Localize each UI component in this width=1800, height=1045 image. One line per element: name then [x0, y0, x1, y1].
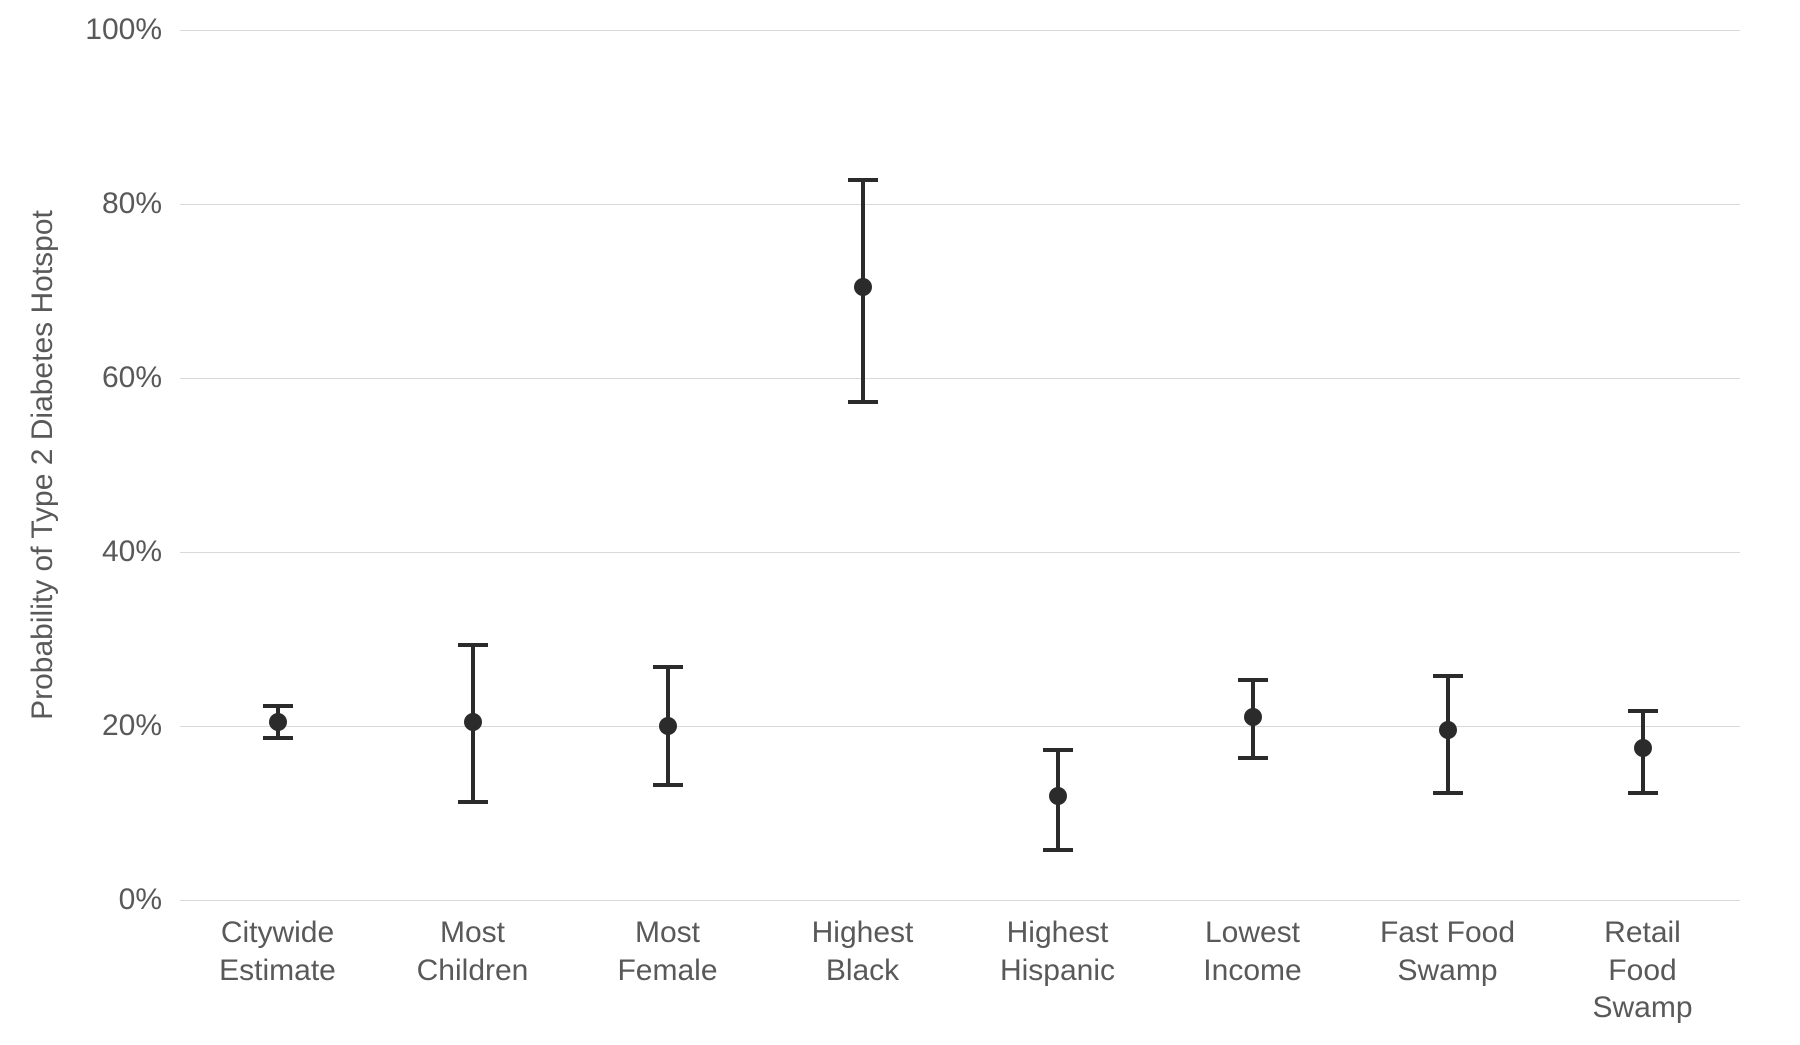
gridline	[180, 726, 1740, 727]
marker	[464, 713, 482, 731]
y-tick-label: 60%	[102, 361, 180, 395]
error-cap-bottom	[1043, 848, 1073, 852]
error-cap-top	[1238, 678, 1268, 682]
error-cap-bottom	[1238, 756, 1268, 760]
gridline	[180, 552, 1740, 553]
marker	[1244, 708, 1262, 726]
y-tick-label: 80%	[102, 187, 180, 221]
marker	[854, 278, 872, 296]
error-cap-top	[458, 643, 488, 647]
marker	[1049, 787, 1067, 805]
plot-area: 0%20%40%60%80%100%Citywide EstimateMost …	[180, 30, 1740, 900]
x-tick-label: Retail Food Swamp	[1592, 900, 1692, 1027]
error-cap-bottom	[848, 400, 878, 404]
error-cap-top	[848, 178, 878, 182]
x-tick-label: Citywide Estimate	[219, 900, 336, 989]
marker	[1634, 739, 1652, 757]
marker	[1439, 721, 1457, 739]
x-tick-label: Lowest Income	[1203, 900, 1301, 989]
error-cap-bottom	[263, 736, 293, 740]
error-cap-bottom	[458, 800, 488, 804]
gridline	[180, 204, 1740, 205]
y-axis-title: Probability of Type 2 Diabetes Hotspot	[26, 210, 60, 720]
chart-container: Probability of Type 2 Diabetes Hotspot 0…	[0, 0, 1800, 1045]
y-tick-label: 0%	[119, 883, 180, 917]
error-cap-top	[1628, 709, 1658, 713]
gridline	[180, 30, 1740, 31]
x-tick-label: Fast Food Swamp	[1380, 900, 1515, 989]
error-cap-bottom	[1433, 791, 1463, 795]
x-tick-label: Most Children	[417, 900, 529, 989]
error-cap-bottom	[653, 783, 683, 787]
error-cap-top	[1433, 674, 1463, 678]
x-tick-label: Highest Hispanic	[1000, 900, 1115, 989]
marker	[659, 717, 677, 735]
x-tick-label: Highest Black	[812, 900, 914, 989]
y-tick-label: 20%	[102, 709, 180, 743]
error-cap-top	[653, 665, 683, 669]
error-cap-top	[1043, 748, 1073, 752]
error-cap-top	[263, 704, 293, 708]
y-tick-label: 100%	[85, 13, 180, 47]
x-tick-label: Most Female	[617, 900, 717, 989]
y-tick-label: 40%	[102, 535, 180, 569]
error-cap-bottom	[1628, 791, 1658, 795]
marker	[269, 713, 287, 731]
gridline	[180, 378, 1740, 379]
